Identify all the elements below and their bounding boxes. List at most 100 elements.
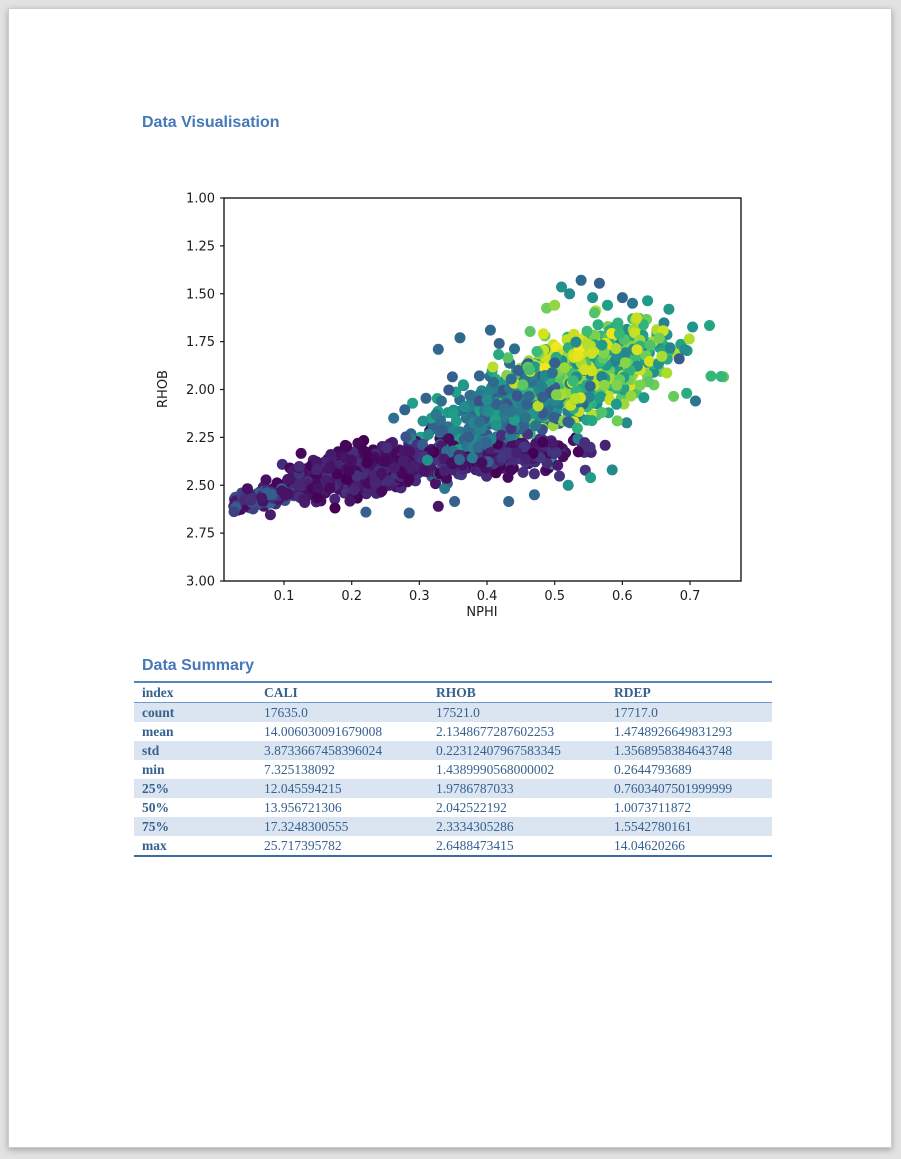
scatter-point (537, 328, 549, 340)
scatter-point (552, 459, 564, 471)
scatter-point (537, 391, 549, 403)
scatter-point (418, 465, 430, 476)
table-header-cell: RDEP (614, 684, 651, 700)
scatter-point (490, 419, 502, 431)
table-cell: 17.3248300555 (264, 818, 349, 834)
scatter-point (505, 423, 517, 435)
scatter-point (705, 370, 717, 382)
scatter-point (569, 393, 581, 405)
scatter-point (527, 447, 539, 459)
scatter-point (343, 465, 355, 477)
scatter-point (524, 364, 535, 376)
summary-table: index CALI RHOB RDEP count 17635.0 17521.0 1771… (134, 681, 772, 857)
scatter-point (610, 398, 622, 410)
table-row: 25% 12.045594215 1.9786787033 0.76034075019… (134, 779, 772, 798)
scatter-point (511, 390, 523, 402)
scatter-point (436, 425, 448, 436)
scatter-point (581, 325, 593, 337)
scatter-point (295, 447, 307, 459)
table-header-row: index CALI RHOB RDEP (134, 683, 772, 703)
table-cell: 0.7603407501999999 (614, 780, 733, 796)
scatter-point (509, 343, 520, 355)
scatter-point (621, 417, 633, 429)
scatter-point (575, 274, 587, 286)
y-tick-label: 2.50 (186, 479, 215, 494)
scatter-point (611, 415, 623, 427)
scatter-point (606, 328, 618, 339)
scatter-point (503, 496, 515, 507)
scatter-point (490, 467, 502, 479)
table-cell: 12.045594215 (264, 780, 342, 796)
scatter-point (454, 454, 465, 466)
scatter-point (668, 390, 680, 402)
table-row: mean 14.006030091679008 2.1348677287602253… (134, 722, 772, 741)
scatter-point (245, 494, 257, 506)
scatter-point (432, 343, 444, 355)
scatter-point (508, 414, 520, 426)
scatter-point (447, 407, 459, 419)
scatter-point (459, 401, 470, 413)
scatter-point (554, 470, 565, 482)
scatter-point (430, 408, 442, 420)
scatter-point (562, 479, 574, 491)
scatter-point (420, 392, 432, 404)
scatter-point (472, 441, 484, 453)
document-page: Data Visualisation 0.1 0.2 0.3 0.4 0.5 0.6 0.7… (8, 8, 892, 1148)
scatter-point (473, 370, 485, 382)
scatter-point (524, 326, 536, 337)
table-row: count 17635.0 17521.0 17717.0 (134, 703, 772, 722)
scatter-point (430, 478, 441, 490)
scatter-point (690, 395, 701, 407)
scatter-point (594, 392, 605, 404)
scatter-point (400, 431, 412, 443)
scatter-point (598, 379, 610, 391)
scatter-point (715, 371, 727, 382)
scatter-point (596, 407, 608, 418)
scatter-point (679, 344, 691, 356)
scatter-point (329, 493, 341, 505)
scatter-point (548, 411, 560, 423)
x-tick-label: 0.4 (477, 589, 498, 604)
scatter-point (476, 457, 488, 469)
scatter-point (482, 405, 494, 417)
scatter-point (584, 380, 596, 392)
scatter-point (528, 489, 540, 501)
scatter-point (546, 437, 558, 449)
scatter-point (432, 500, 444, 512)
scatter-point (293, 479, 305, 491)
scatter-point (311, 464, 323, 475)
scatter-point (348, 484, 360, 496)
scatter-point (505, 373, 517, 385)
heading-data-visualisation: Data Visualisation (142, 114, 280, 131)
scatter-point (388, 412, 400, 424)
scatter-point (417, 439, 428, 451)
scatter-point (517, 379, 529, 391)
scatter-point (446, 371, 458, 383)
table-cell: 0.22312407967583345 (436, 742, 561, 758)
scatter-point (664, 342, 676, 354)
scatter-point (439, 483, 451, 494)
scatter-point (312, 483, 324, 495)
scatter-point (298, 493, 310, 505)
scatter-point (535, 380, 547, 392)
scatter-point (673, 353, 685, 365)
table-cell: 17717.0 (614, 704, 658, 720)
scatter-point (389, 462, 400, 474)
scatter-point (502, 447, 514, 459)
scatter-point (311, 456, 322, 468)
scatter-point (532, 400, 544, 412)
table-cell: 14.04620266 (614, 837, 685, 853)
scatter-point (625, 390, 637, 402)
scatter-point (329, 502, 341, 514)
y-tick-label: 1.75 (186, 335, 215, 350)
x-tick-label: 0.6 (612, 589, 633, 604)
scatter-point (496, 429, 507, 441)
y-tick-label: 2.25 (186, 431, 215, 446)
table-cell: 1.3568958384643748 (614, 742, 733, 758)
scatter-point (382, 475, 394, 487)
scatter-point (589, 307, 600, 319)
scatter-point (644, 339, 656, 351)
table-row: min 7.325138092 1.4389990568000002 0.264479… (134, 760, 772, 779)
table-row-label: count (142, 704, 175, 720)
y-tick-label: 1.50 (186, 287, 215, 302)
